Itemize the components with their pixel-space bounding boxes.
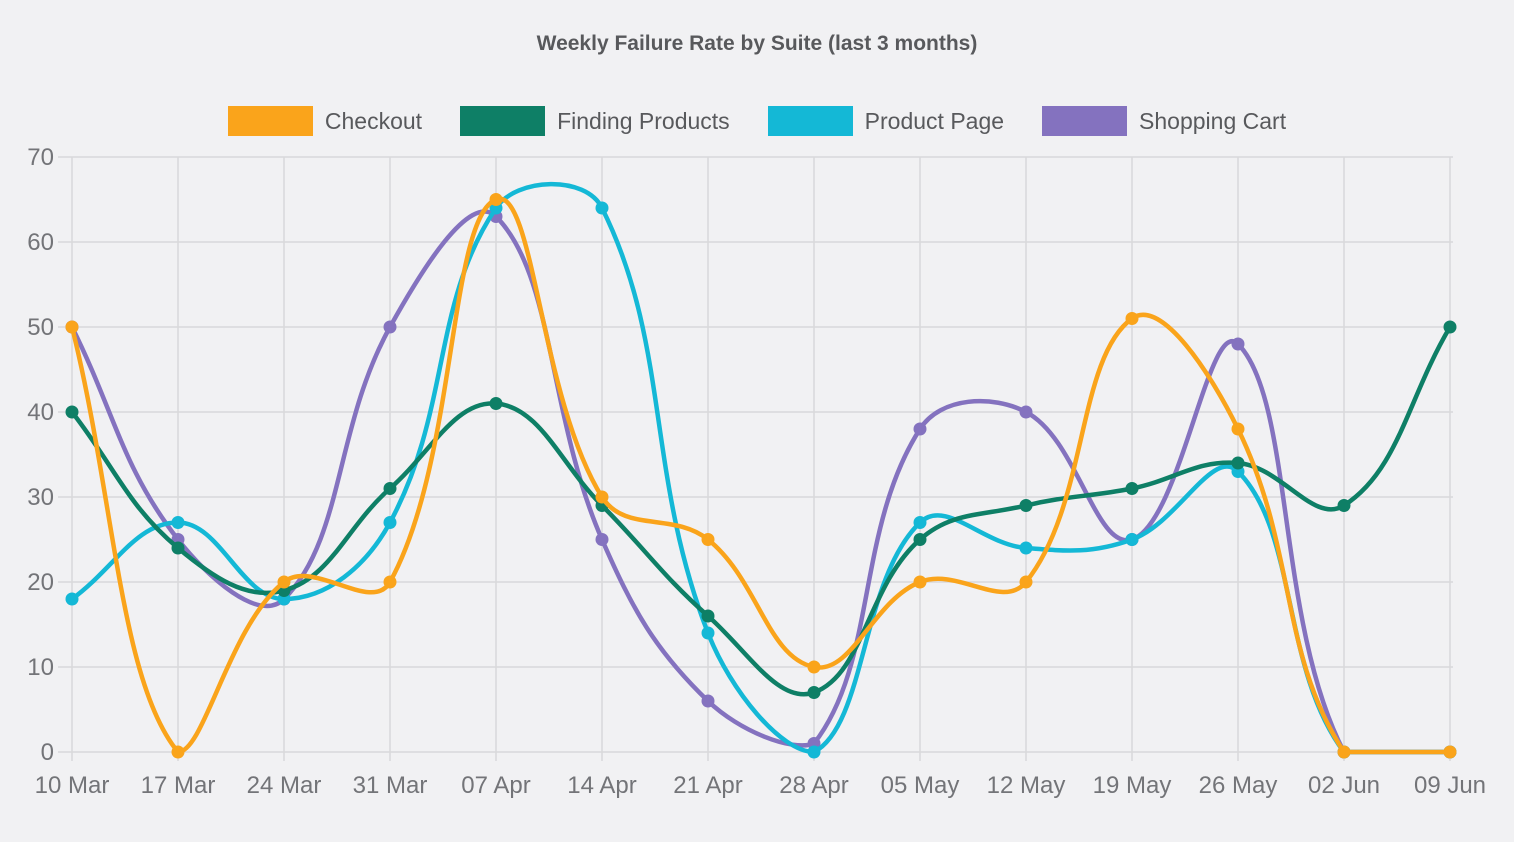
data-point-checkout-11 (1231, 422, 1245, 436)
legend-item-product-page[interactable]: Product Page (767, 106, 1005, 136)
data-point-finding-products-12 (1337, 499, 1351, 512)
data-point-finding-products-6 (701, 609, 715, 623)
data-point-product-page-0 (65, 592, 79, 606)
data-point-finding-products-9 (1019, 499, 1033, 512)
x-axis-label: 07 Apr (461, 772, 530, 799)
x-axis-label: 12 May (987, 772, 1066, 799)
data-point-shopping-cart-6 (701, 694, 715, 708)
data-point-checkout-1 (171, 745, 185, 759)
data-point-checkout-3 (383, 575, 397, 589)
y-axis-label: 50 (27, 314, 54, 341)
data-point-product-page-9 (1019, 541, 1033, 555)
data-point-shopping-cart-9 (1019, 405, 1033, 419)
x-axis-label: 02 Jun (1308, 772, 1380, 799)
data-point-finding-products-3 (383, 482, 397, 495)
x-axis-label: 10 Mar (35, 772, 110, 799)
legend-label-checkout: Checkout (324, 107, 423, 134)
data-point-checkout-2 (277, 575, 291, 589)
data-point-finding-products-4 (489, 397, 503, 410)
data-point-finding-products-13 (1443, 320, 1457, 334)
data-point-checkout-12 (1337, 745, 1351, 759)
data-point-finding-products-8 (913, 533, 927, 546)
series-line-finding-products (69, 324, 1453, 697)
data-point-checkout-0 (65, 320, 79, 334)
y-axis-label: 0 (41, 739, 54, 766)
data-point-product-page-6 (701, 626, 715, 640)
x-axis-label: 28 Apr (779, 772, 848, 799)
data-point-checkout-7 (807, 660, 821, 674)
y-axis-label: 60 (27, 229, 54, 256)
x-axis-label: 26 May (1199, 772, 1278, 799)
x-axis-label: 14 Apr (567, 772, 636, 799)
data-point-product-page-5 (595, 201, 609, 215)
x-axis-label: 24 Mar (247, 772, 322, 799)
legend-swatch-product-page (767, 106, 853, 136)
legend-swatch-finding-products (460, 106, 546, 136)
data-point-product-page-3 (383, 516, 397, 529)
data-point-finding-products-7 (807, 686, 821, 699)
y-axis-label: 10 (27, 654, 54, 681)
data-point-checkout-4 (489, 193, 503, 206)
data-point-shopping-cart-8 (913, 422, 927, 436)
x-axis-label: 19 May (1093, 772, 1172, 799)
legend-label-product-page: Product Page (864, 107, 1005, 134)
y-axis-label: 40 (27, 399, 54, 426)
data-point-product-page-1 (171, 516, 185, 529)
x-axis-label: 17 Mar (141, 772, 216, 799)
data-point-shopping-cart-3 (383, 320, 397, 334)
data-point-product-page-10 (1125, 533, 1139, 546)
data-point-finding-products-0 (65, 405, 79, 419)
legend-item-checkout[interactable]: Checkout (227, 106, 423, 136)
legend-label-shopping-cart: Shopping Cart (1139, 107, 1287, 134)
y-axis-label: 20 (27, 569, 54, 596)
data-point-product-page-7 (807, 745, 821, 759)
data-point-finding-products-1 (171, 541, 185, 555)
legend-swatch-shopping-cart (1042, 106, 1128, 136)
y-axis-label: 30 (27, 484, 54, 511)
data-point-finding-products-11 (1231, 456, 1245, 470)
data-point-finding-products-10 (1125, 482, 1139, 495)
data-point-checkout-8 (913, 575, 927, 589)
legend-item-finding-products[interactable]: Finding Products (460, 106, 730, 136)
x-axis-label: 05 May (881, 772, 960, 799)
x-axis-label: 31 Mar (353, 772, 428, 799)
data-point-checkout-13 (1443, 745, 1457, 759)
legend-item-shopping-cart[interactable]: Shopping Cart (1042, 106, 1286, 136)
data-point-shopping-cart-11 (1231, 337, 1245, 351)
y-axis-label: 70 (27, 144, 54, 171)
x-axis-label: 21 Apr (673, 772, 742, 799)
x-axis-label: 09 Jun (1414, 772, 1486, 799)
data-point-checkout-9 (1019, 575, 1033, 589)
legend-label-finding-products: Finding Products (557, 107, 730, 134)
data-point-checkout-5 (595, 490, 609, 504)
data-point-product-page-8 (913, 516, 927, 529)
data-point-checkout-6 (701, 533, 715, 546)
data-point-checkout-10 (1125, 312, 1139, 325)
legend-swatch-checkout (227, 106, 313, 136)
data-point-shopping-cart-5 (595, 533, 609, 546)
chart-title: Weekly Failure Rate by Suite (last 3 mon… (536, 32, 978, 55)
legend: Checkout Finding Products Product Page S… (0, 106, 1514, 136)
